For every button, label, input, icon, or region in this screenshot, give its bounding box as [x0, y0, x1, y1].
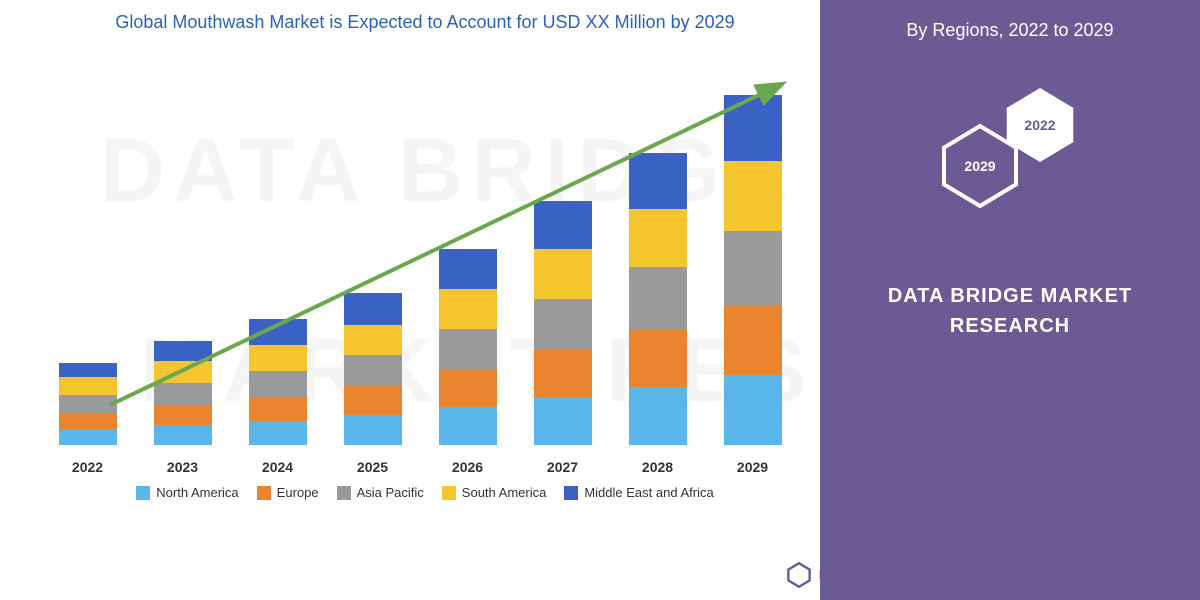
bar-segment [724, 305, 782, 375]
chart-area: 2022 2023 2024 2025 2026 2027 2028 2029 [40, 45, 800, 475]
bar-segment [534, 349, 592, 397]
brand-title: DATA BRIDGE MARKET RESEARCH [888, 281, 1132, 341]
bar-group [240, 319, 315, 445]
brand-title-line1: DATA BRIDGE MARKET [888, 285, 1132, 307]
bar-segment [534, 299, 592, 349]
bar-segment [629, 267, 687, 329]
bar-segment [629, 329, 687, 387]
bar-segment [439, 249, 497, 289]
bar-group [525, 201, 600, 445]
bar-group [715, 95, 790, 445]
bar-segment [249, 371, 307, 397]
bar-segment [59, 429, 117, 445]
bar-segment [724, 231, 782, 305]
hexagon-left-label: 2029 [964, 158, 995, 174]
chart-panel: DATA BRIDGE MARKET RESEARCH Global Mouth… [0, 0, 820, 600]
legend-swatch [136, 486, 150, 500]
bar-segment [629, 153, 687, 209]
bar-segment [629, 387, 687, 445]
bar-group [620, 153, 695, 445]
legend-label: North America [156, 485, 238, 500]
bar-stack [59, 363, 117, 445]
bar-segment [344, 355, 402, 385]
x-axis-label: 2027 [525, 459, 600, 475]
chart-title: Global Mouthwash Market is Expected to A… [80, 10, 770, 35]
bar-segment [344, 415, 402, 445]
bar-stack [629, 153, 687, 445]
bar-segment [439, 407, 497, 445]
bar-segment [154, 425, 212, 445]
bar-stack [534, 201, 592, 445]
legend-label: Asia Pacific [357, 485, 424, 500]
right-panel: By Regions, 2022 to 2029 2029 2022 DATA … [820, 0, 1200, 600]
legend-swatch [564, 486, 578, 500]
bar-segment [439, 329, 497, 369]
bar-segment [724, 95, 782, 161]
x-axis-labels: 2022 2023 2024 2025 2026 2027 2028 2029 [50, 459, 790, 475]
x-axis-label: 2024 [240, 459, 315, 475]
legend-swatch [442, 486, 456, 500]
legend-label: Europe [277, 485, 319, 500]
legend-item: Asia Pacific [337, 485, 424, 500]
bar-segment [249, 345, 307, 371]
bottom-logo: DATA BRIDGE [787, 562, 900, 588]
bar-group [50, 363, 125, 445]
bar-segment [154, 341, 212, 361]
bar-segment [59, 413, 117, 429]
bottom-logo-text: DATA BRIDGE [819, 568, 900, 582]
bar-segment [534, 249, 592, 299]
bar-group [335, 293, 410, 445]
bar-segment [534, 397, 592, 445]
bar-segment [344, 293, 402, 325]
logo-hex-icon [787, 562, 811, 588]
hexagon-right-label: 2022 [1024, 117, 1055, 133]
legend-item: North America [136, 485, 238, 500]
legend-item: Europe [257, 485, 319, 500]
x-axis-label: 2028 [620, 459, 695, 475]
bar-segment [249, 421, 307, 445]
bar-stack [154, 341, 212, 445]
root-container: DATA BRIDGE MARKET RESEARCH Global Mouth… [0, 0, 1200, 600]
bar-segment [534, 201, 592, 249]
bar-segment [439, 289, 497, 329]
legend-label: Middle East and Africa [584, 485, 713, 500]
x-axis-label: 2025 [335, 459, 410, 475]
hexagon-right: 2022 [1005, 86, 1075, 164]
hexagon-group: 2029 2022 [910, 81, 1110, 231]
bar-segment [344, 325, 402, 355]
brand-title-line2: RESEARCH [950, 315, 1070, 337]
bar-group [145, 341, 220, 445]
bar-segment [59, 363, 117, 377]
bar-group [430, 249, 505, 445]
legend-swatch [257, 486, 271, 500]
bar-segment [439, 369, 497, 407]
bar-segment [629, 209, 687, 267]
bar-segment [249, 319, 307, 345]
bar-stack [249, 319, 307, 445]
bar-segment [59, 395, 117, 413]
bar-segment [154, 405, 212, 425]
bar-segment [249, 397, 307, 421]
legend-item: Middle East and Africa [564, 485, 713, 500]
x-axis-label: 2022 [50, 459, 125, 475]
legend-swatch [337, 486, 351, 500]
legend-item: South America [442, 485, 547, 500]
legend-label: South America [462, 485, 547, 500]
x-axis-label: 2023 [145, 459, 220, 475]
bar-segment [154, 361, 212, 383]
bar-segment [344, 385, 402, 415]
x-axis-label: 2026 [430, 459, 505, 475]
x-axis-label: 2029 [715, 459, 790, 475]
bar-segment [59, 377, 117, 395]
bars-container [50, 65, 790, 445]
bar-segment [154, 383, 212, 405]
bar-segment [724, 161, 782, 231]
right-panel-subtitle: By Regions, 2022 to 2029 [906, 20, 1113, 41]
bar-segment [724, 375, 782, 445]
bar-stack [439, 249, 497, 445]
legend: North America Europe Asia Pacific South Ame… [40, 485, 810, 500]
bar-stack [344, 293, 402, 445]
bar-stack [724, 95, 782, 445]
